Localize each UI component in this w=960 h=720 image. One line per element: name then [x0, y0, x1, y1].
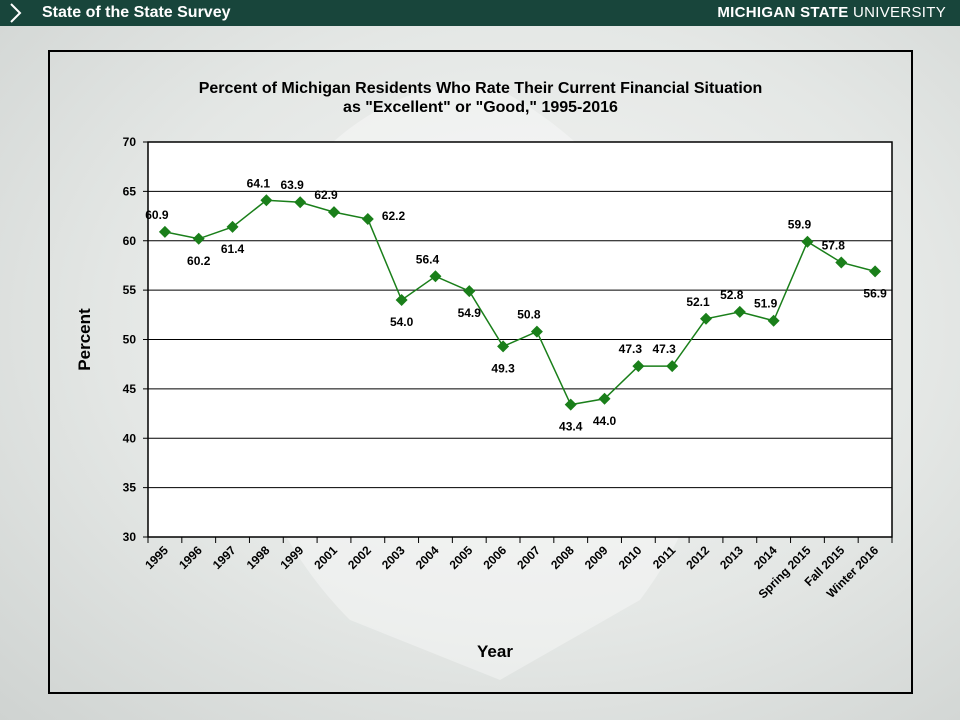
data-label: 52.1 [686, 295, 710, 309]
data-point-marker [497, 340, 510, 353]
data-label: 57.8 [822, 238, 846, 252]
data-point-marker [226, 220, 239, 233]
data-point-marker [835, 256, 848, 269]
x-tick-label: 1997 [210, 543, 239, 572]
x-tick-label: 2013 [717, 543, 746, 572]
chart-title-line1: Percent of Michigan Residents Who Rate T… [198, 80, 763, 97]
data-label: 50.8 [517, 308, 541, 322]
data-point-marker [328, 206, 340, 219]
data-point-marker [192, 232, 205, 245]
x-tick-label: 2001 [311, 543, 340, 572]
x-tick-label: 2010 [616, 543, 645, 572]
brand-light: UNIVERSITY [848, 4, 946, 21]
data-label: 44.0 [593, 414, 617, 428]
data-point-marker [463, 285, 476, 298]
x-tick-label: 2004 [413, 543, 442, 572]
x-tick-label: 2014 [751, 543, 780, 572]
y-axis-title: Percent [75, 308, 94, 371]
data-point-marker [700, 312, 712, 325]
x-tick-label: 1999 [278, 543, 307, 572]
chart-title-line2: as "Excellent" or "Good," 1995-2016 [343, 99, 618, 116]
data-label: 56.4 [416, 252, 440, 266]
y-tick-label: 50 [123, 333, 137, 347]
y-tick-label: 60 [123, 234, 137, 248]
data-point-marker [395, 294, 408, 306]
data-label: 54.0 [390, 315, 414, 329]
y-tick-label: 40 [123, 431, 137, 445]
chart-frame: Percent of Michigan Residents Who Rate T… [48, 50, 913, 694]
data-label: 49.3 [491, 361, 515, 375]
data-point-marker [598, 392, 611, 405]
y-tick-label: 35 [123, 481, 137, 495]
data-label: 60.2 [187, 254, 211, 268]
y-tick-label: 30 [123, 530, 137, 544]
x-tick-label: 2012 [683, 543, 712, 572]
data-label: 51.9 [754, 297, 778, 311]
x-tick-label: 2006 [480, 543, 509, 572]
data-point-marker [632, 360, 645, 373]
data-point-marker [801, 235, 814, 248]
x-tick-label: 2005 [447, 543, 476, 572]
x-tick-label: 2009 [582, 543, 611, 572]
data-label: 61.4 [221, 242, 245, 256]
series-line [164, 199, 876, 406]
x-tick-label: 1995 [142, 543, 171, 572]
data-point-marker [530, 325, 543, 338]
data-point-marker [429, 270, 442, 283]
x-tick-label: 2008 [548, 543, 577, 572]
data-point-marker [869, 265, 882, 278]
x-axis-title: Year [477, 642, 513, 661]
data-point-marker [158, 225, 171, 238]
y-tick-label: 55 [123, 283, 137, 297]
x-tick-label: 2003 [379, 543, 408, 572]
data-label: 63.9 [281, 178, 305, 192]
brand-strong: MICHIGAN STATE [717, 4, 849, 21]
data-label: 52.8 [720, 288, 744, 302]
y-tick-label: 45 [123, 382, 137, 396]
data-label: 62.9 [314, 188, 338, 202]
data-point-marker [564, 398, 577, 411]
data-point-marker [733, 305, 746, 318]
y-tick-label: 65 [123, 184, 137, 198]
survey-title: State of the State Survey [42, 4, 231, 21]
x-tick-label: 2011 [650, 543, 679, 572]
x-tick-label: 2002 [345, 543, 374, 572]
chevron-right-icon [10, 3, 22, 23]
x-tick-label: 1996 [176, 543, 205, 572]
data-label: 47.3 [619, 342, 643, 356]
data-point-marker [294, 196, 307, 209]
header-bar: State of the State Survey MICHIGAN STATE… [0, 0, 960, 26]
data-label: 60.9 [145, 208, 169, 222]
data-point-marker [260, 194, 273, 207]
chart-title: Percent of Michigan Residents Who Rate T… [50, 79, 911, 117]
data-point-marker [666, 360, 679, 373]
data-label: 59.9 [788, 218, 812, 232]
data-label: 54.9 [458, 306, 482, 320]
data-point-marker [361, 213, 374, 226]
university-brand: MICHIGAN STATE UNIVERSITY [717, 4, 946, 22]
data-point-marker [767, 314, 780, 327]
data-label: 56.9 [863, 286, 887, 300]
data-label: 47.3 [653, 342, 677, 356]
x-tick-label: 1998 [244, 543, 273, 572]
data-label: 62.2 [382, 209, 406, 223]
x-tick-label: 2007 [514, 543, 543, 572]
data-label: 43.4 [559, 420, 583, 434]
data-label: 64.1 [247, 176, 271, 190]
y-tick-label: 70 [123, 135, 137, 149]
